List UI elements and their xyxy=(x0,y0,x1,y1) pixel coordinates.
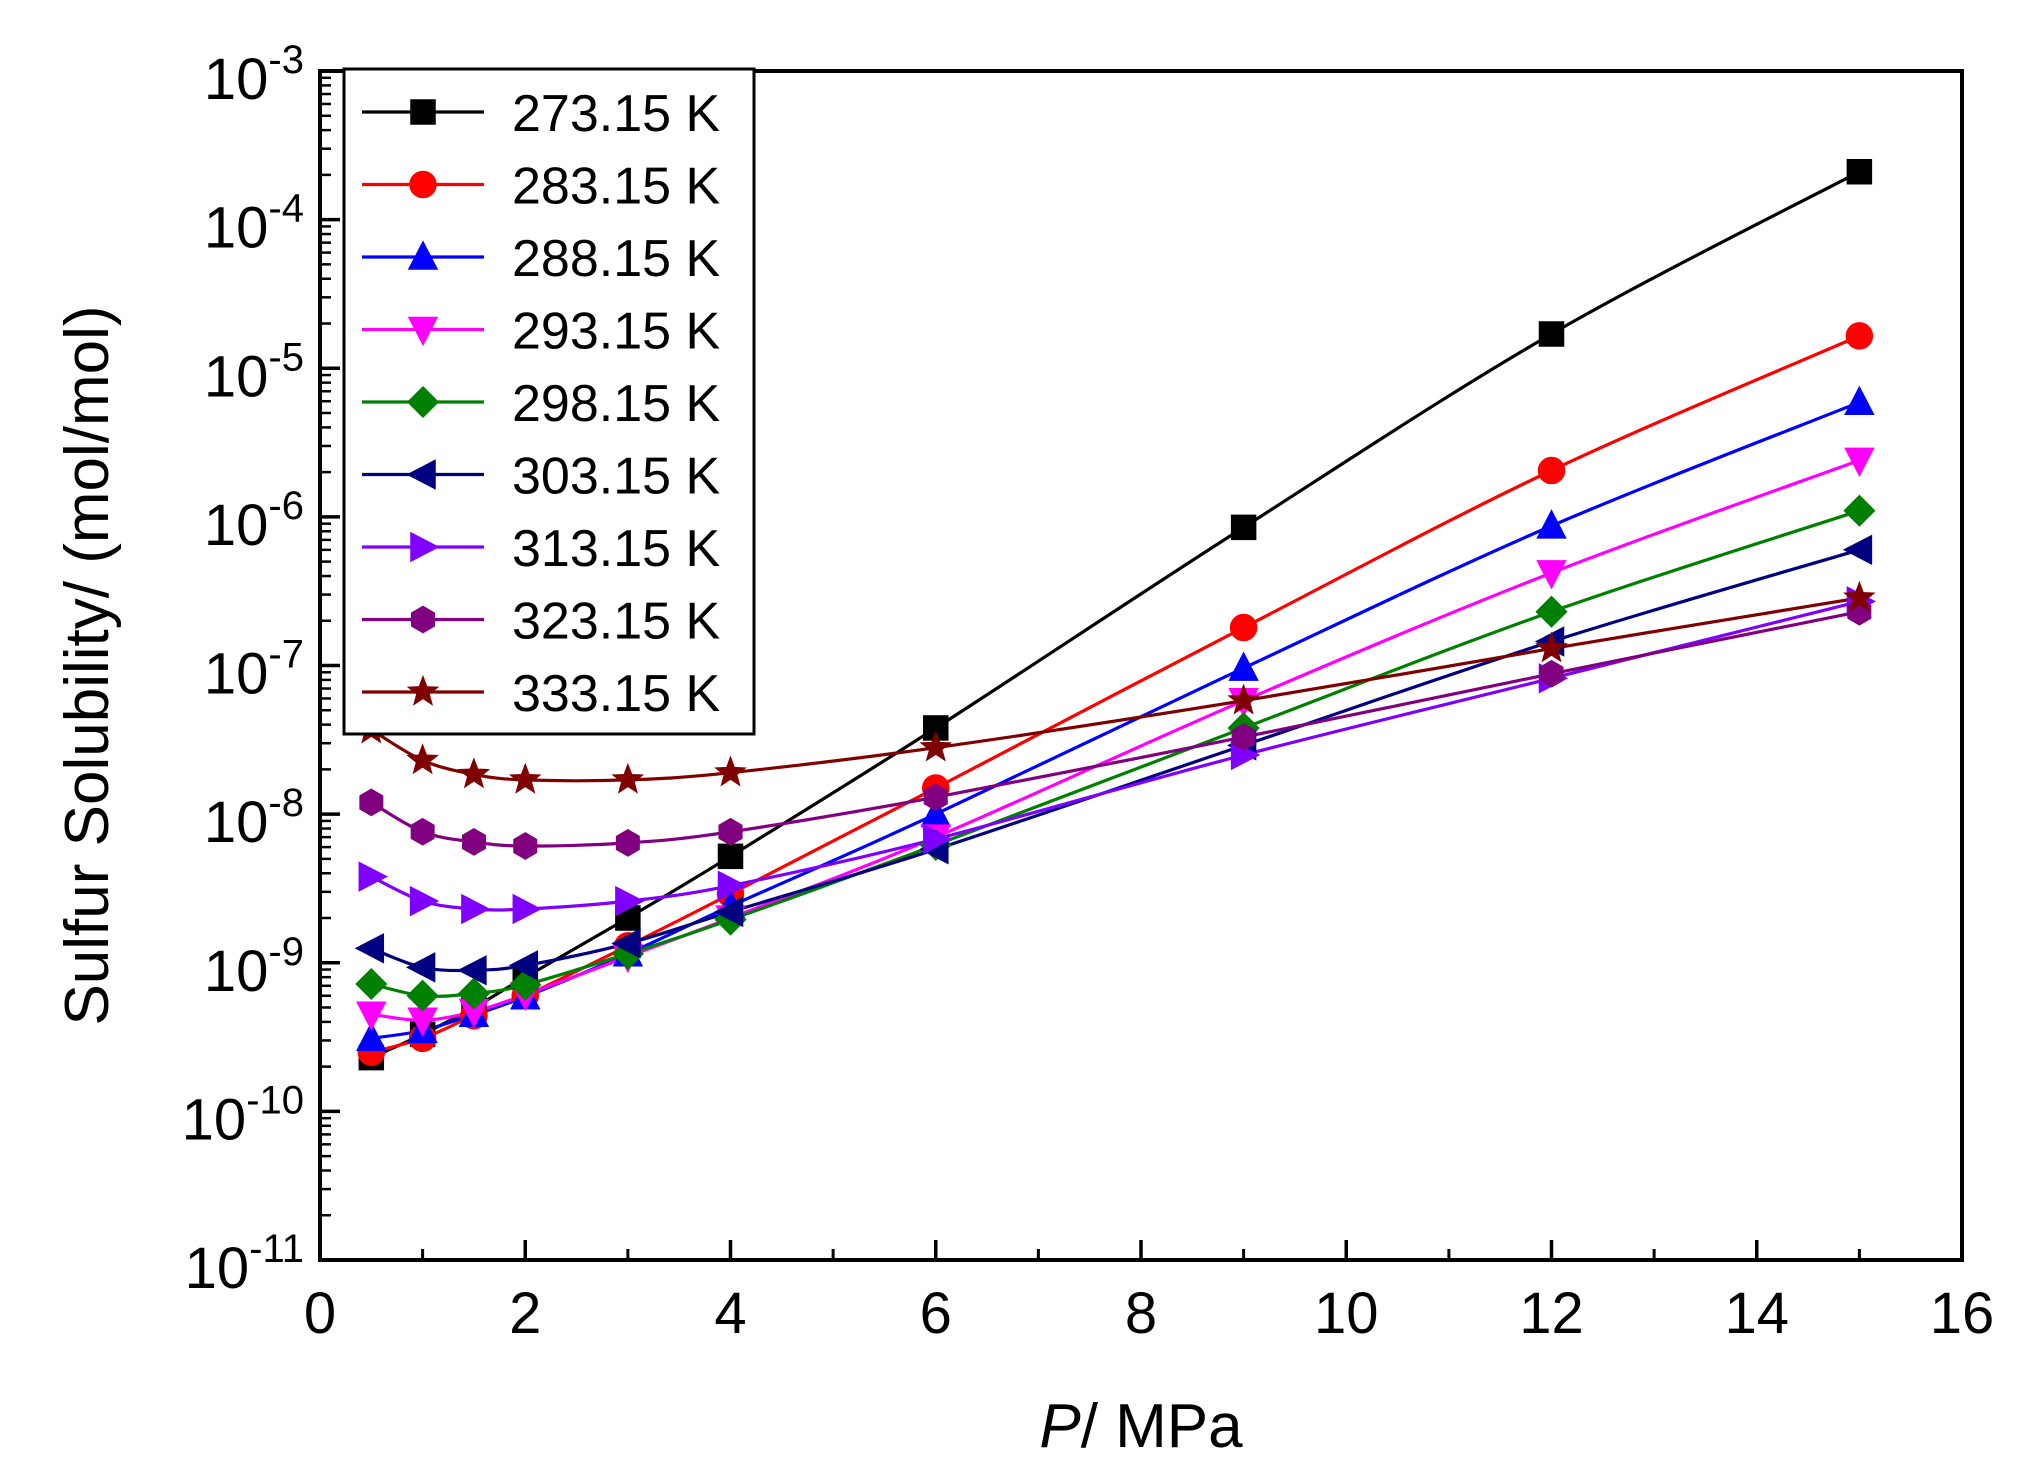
legend-label: 298.15 K xyxy=(512,375,720,433)
data-point-7 xyxy=(1231,723,1256,751)
legend-label: 333.15 K xyxy=(512,665,720,723)
data-point-5 xyxy=(508,950,539,981)
data-point-6 xyxy=(717,870,748,901)
data-point-6 xyxy=(512,893,542,925)
data-point-6 xyxy=(409,885,440,917)
data-point-8 xyxy=(714,755,747,787)
x-tick-label: 8 xyxy=(1125,1281,1157,1346)
legend-marker xyxy=(406,459,436,490)
data-point-0 xyxy=(1538,321,1565,347)
data-point-5 xyxy=(354,933,385,964)
legend-label: 313.15 K xyxy=(512,520,720,578)
data-point-7 xyxy=(359,788,384,817)
x-tick-label: 4 xyxy=(714,1281,746,1346)
plot-area xyxy=(318,69,1964,1262)
legend-marker xyxy=(406,385,440,419)
y-tick-label: 10-10 xyxy=(182,1078,304,1152)
y-tick-label: 10-8 xyxy=(204,781,304,855)
data-point-4 xyxy=(457,977,490,1010)
data-point-0 xyxy=(1846,158,1873,185)
data-point-8 xyxy=(508,762,542,794)
data-point-0 xyxy=(717,843,744,870)
data-point-2 xyxy=(1536,509,1567,539)
legend-label: 288.15 K xyxy=(512,230,720,288)
legend-marker xyxy=(410,531,440,563)
data-point-2 xyxy=(1844,385,1875,416)
y-tick-label: 10-3 xyxy=(204,38,304,112)
x-tick-label: 6 xyxy=(920,1281,952,1346)
legend-marker xyxy=(407,316,439,347)
y-axis-title: Sulfur Solubility/ (mol/mol) xyxy=(53,305,122,1025)
data-point-5 xyxy=(611,928,641,959)
data-point-7 xyxy=(410,817,435,846)
data-point-6 xyxy=(358,861,388,892)
data-point-2 xyxy=(356,1021,387,1052)
legend-label: 293.15 K xyxy=(512,303,720,361)
legend-marker xyxy=(409,170,437,199)
legend-marker xyxy=(406,674,440,706)
data-point-0 xyxy=(615,905,641,931)
data-point-4 xyxy=(355,967,388,1001)
data-point-6 xyxy=(615,885,645,917)
x-tick-label: 2 xyxy=(509,1281,541,1346)
data-point-6 xyxy=(461,893,491,925)
data-point-8 xyxy=(1535,631,1568,663)
data-point-3 xyxy=(356,1001,387,1031)
data-point-3 xyxy=(1536,560,1567,590)
x-tick-label: 14 xyxy=(1724,1281,1789,1346)
y-tick-label: 10-7 xyxy=(204,633,304,707)
data-point-0 xyxy=(1230,514,1257,541)
data-point-1 xyxy=(1537,456,1566,485)
data-point-1 xyxy=(1229,613,1258,642)
y-tick-label: 10-9 xyxy=(204,930,304,1004)
y-tick-label: 10-11 xyxy=(185,1227,304,1301)
data-point-4 xyxy=(1843,494,1876,527)
x-axis-title-unit: / MPa xyxy=(1081,1392,1243,1461)
legend-marker xyxy=(410,99,436,125)
data-point-4 xyxy=(406,979,439,1012)
y-tick-label: 10-5 xyxy=(204,335,304,409)
data-point-4 xyxy=(1535,595,1568,628)
data-point-8 xyxy=(457,757,491,789)
data-point-1 xyxy=(1845,322,1874,350)
data-point-8 xyxy=(611,762,645,794)
legend-label: 303.15 K xyxy=(512,448,720,506)
x-tick-label: 12 xyxy=(1519,1281,1584,1346)
data-point-7 xyxy=(1539,659,1564,688)
data-point-3 xyxy=(1844,447,1875,478)
data-point-7 xyxy=(718,817,743,846)
y-tick-label: 10-4 xyxy=(204,187,304,261)
data-point-2 xyxy=(1228,651,1259,681)
x-tick-label: 0 xyxy=(304,1281,336,1346)
legend-label: 323.15 K xyxy=(512,593,720,651)
data-point-8 xyxy=(1227,683,1260,715)
data-point-5 xyxy=(405,952,436,983)
x-axis-title-symbol: P xyxy=(1039,1392,1080,1461)
x-tick-label: 16 xyxy=(1930,1281,1995,1346)
y-tick-label: 10-6 xyxy=(204,484,304,558)
data-point-5 xyxy=(1842,534,1873,566)
data-point-8 xyxy=(406,743,439,775)
data-point-7 xyxy=(615,829,640,857)
data-point-5 xyxy=(713,896,744,928)
x-tick-label: 10 xyxy=(1314,1281,1379,1346)
data-point-7 xyxy=(461,828,486,856)
legend-marker xyxy=(410,605,436,634)
legend-label: 283.15 K xyxy=(512,158,720,216)
legend-label: 273.15 K xyxy=(512,85,720,143)
legend-marker xyxy=(407,240,439,270)
data-point-5 xyxy=(457,955,487,986)
data-point-8 xyxy=(919,730,953,762)
data-point-7 xyxy=(923,783,948,812)
data-point-7 xyxy=(513,832,538,860)
data-point-8 xyxy=(1843,580,1876,612)
x-axis-title: P/ MPa xyxy=(1039,1392,1243,1461)
data-point-6 xyxy=(923,823,953,855)
